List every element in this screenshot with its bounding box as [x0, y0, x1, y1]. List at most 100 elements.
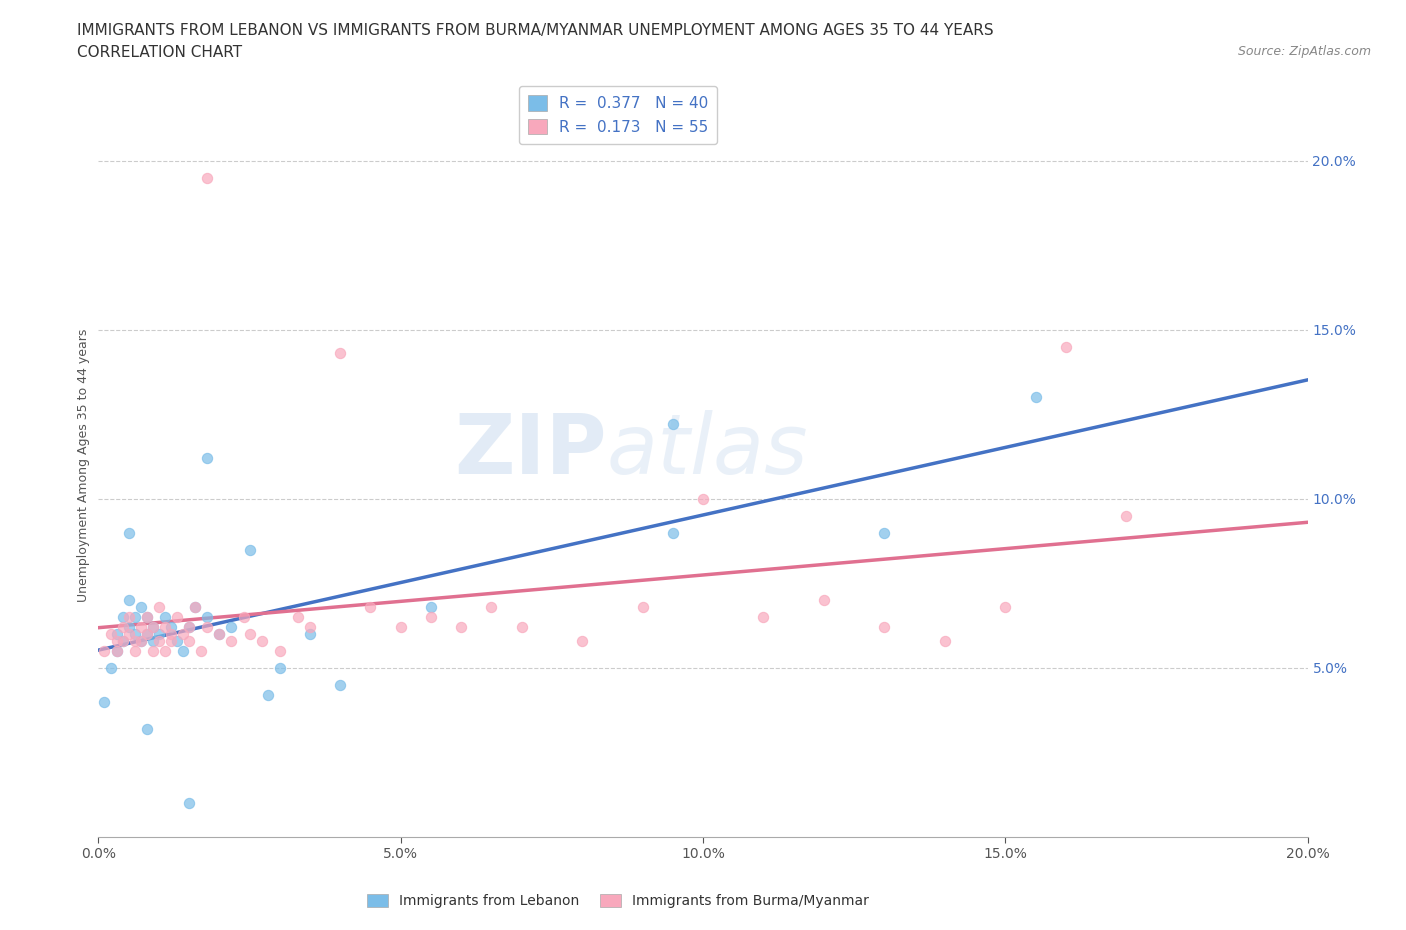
Point: [124, 644, 146, 658]
Point: [934, 633, 956, 648]
Text: atlas: atlas: [606, 409, 808, 491]
Text: Source: ZipAtlas.com: Source: ZipAtlas.com: [1237, 45, 1371, 58]
Point: [232, 610, 254, 625]
Point: [692, 491, 714, 506]
Point: [420, 600, 443, 615]
Point: [195, 610, 218, 625]
Point: [195, 620, 218, 635]
Point: [160, 633, 183, 648]
Point: [1115, 509, 1137, 524]
Point: [179, 620, 201, 635]
Point: [148, 633, 170, 648]
Point: [420, 610, 443, 625]
Point: [287, 610, 309, 625]
Point: [118, 620, 141, 635]
Point: [269, 660, 291, 675]
Point: [195, 170, 218, 185]
Point: [135, 627, 157, 642]
Point: [142, 620, 165, 635]
Text: ZIP: ZIP: [454, 409, 606, 491]
Point: [135, 722, 157, 737]
Point: [166, 610, 188, 625]
Point: [1054, 339, 1077, 354]
Point: [239, 542, 262, 557]
Point: [160, 620, 183, 635]
Point: [93, 695, 115, 710]
Point: [118, 525, 141, 540]
Text: CORRELATION CHART: CORRELATION CHART: [77, 45, 242, 60]
Point: [661, 525, 683, 540]
Point: [873, 620, 896, 635]
Text: IMMIGRANTS FROM LEBANON VS IMMIGRANTS FROM BURMA/MYANMAR UNEMPLOYMENT AMONG AGES: IMMIGRANTS FROM LEBANON VS IMMIGRANTS FR…: [77, 23, 994, 38]
Point: [142, 644, 165, 658]
Point: [571, 633, 593, 648]
Point: [179, 796, 201, 811]
Point: [172, 644, 194, 658]
Point: [360, 600, 382, 615]
Point: [111, 633, 134, 648]
Point: [118, 592, 141, 607]
Point: [221, 633, 243, 648]
Point: [208, 627, 231, 642]
Point: [269, 644, 291, 658]
Y-axis label: Unemployment Among Ages 35 to 44 years: Unemployment Among Ages 35 to 44 years: [77, 328, 90, 602]
Point: [124, 633, 146, 648]
Point: [105, 627, 128, 642]
Point: [148, 627, 170, 642]
Point: [153, 610, 176, 625]
Point: [221, 620, 243, 635]
Point: [124, 610, 146, 625]
Point: [111, 610, 134, 625]
Point: [661, 417, 683, 432]
Point: [129, 633, 152, 648]
Point: [135, 610, 157, 625]
Point: [129, 620, 152, 635]
Point: [239, 627, 262, 642]
Point: [153, 644, 176, 658]
Point: [179, 633, 201, 648]
Legend: Immigrants from Lebanon, Immigrants from Burma/Myanmar: Immigrants from Lebanon, Immigrants from…: [361, 888, 875, 913]
Point: [752, 610, 775, 625]
Point: [631, 600, 654, 615]
Point: [111, 633, 134, 648]
Point: [179, 620, 201, 635]
Point: [111, 620, 134, 635]
Point: [329, 677, 352, 692]
Point: [148, 600, 170, 615]
Point: [873, 525, 896, 540]
Point: [166, 633, 188, 648]
Point: [510, 620, 533, 635]
Point: [299, 620, 322, 635]
Point: [450, 620, 472, 635]
Point: [129, 633, 152, 648]
Point: [299, 627, 322, 642]
Point: [250, 633, 273, 648]
Point: [142, 620, 165, 635]
Point: [135, 610, 157, 625]
Point: [813, 592, 835, 607]
Point: [100, 660, 122, 675]
Point: [184, 600, 207, 615]
Point: [160, 627, 183, 642]
Point: [256, 687, 278, 702]
Point: [153, 620, 176, 635]
Point: [100, 627, 122, 642]
Point: [184, 600, 207, 615]
Point: [190, 644, 212, 658]
Point: [105, 633, 128, 648]
Point: [142, 633, 165, 648]
Point: [994, 600, 1017, 615]
Point: [105, 644, 128, 658]
Point: [481, 600, 503, 615]
Point: [118, 627, 141, 642]
Point: [129, 600, 152, 615]
Point: [105, 644, 128, 658]
Point: [329, 346, 352, 361]
Point: [135, 627, 157, 642]
Point: [208, 627, 231, 642]
Point: [118, 610, 141, 625]
Point: [389, 620, 412, 635]
Point: [172, 627, 194, 642]
Point: [1024, 390, 1046, 405]
Point: [124, 627, 146, 642]
